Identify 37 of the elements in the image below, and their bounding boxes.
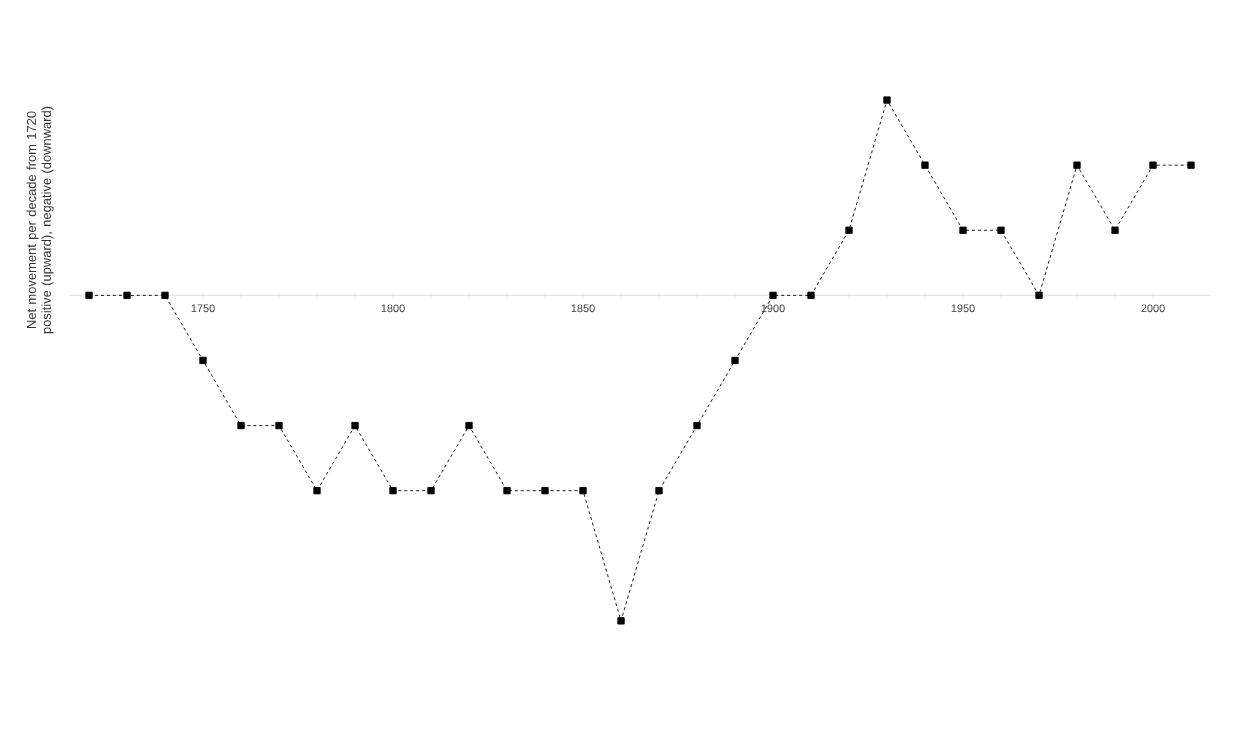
point [313, 487, 321, 495]
point [1149, 161, 1157, 169]
point [503, 487, 511, 495]
x-tick-label: 2000 [1141, 304, 1165, 313]
point [769, 291, 777, 299]
x-tick-label: 1950 [951, 304, 975, 313]
point [541, 487, 549, 495]
point [807, 291, 815, 299]
point [389, 487, 397, 495]
point [1111, 226, 1119, 234]
point [921, 161, 929, 169]
point [693, 421, 701, 430]
x-tick-label: 1750 [191, 304, 215, 313]
x-tick-label: 1800 [381, 304, 405, 313]
point [617, 617, 625, 625]
point [1187, 161, 1195, 169]
point [959, 226, 967, 234]
point [237, 421, 245, 430]
point [85, 291, 93, 299]
point [883, 96, 891, 104]
point [275, 421, 283, 430]
point [655, 487, 663, 495]
point [123, 291, 131, 299]
point [161, 291, 169, 299]
point [427, 487, 435, 495]
point [579, 487, 587, 495]
point [1073, 161, 1081, 169]
point [845, 226, 853, 234]
point [997, 226, 1005, 234]
point [1035, 291, 1043, 299]
point [199, 356, 207, 365]
x-tick-label: 1850 [571, 304, 595, 313]
point [351, 421, 359, 430]
x-tick-label: 1900 [761, 304, 785, 313]
y-axis-title: Net movement per decade from 1720 positive (upward), negative (downward) [26, 106, 54, 334]
point [731, 356, 739, 365]
point [465, 421, 473, 430]
